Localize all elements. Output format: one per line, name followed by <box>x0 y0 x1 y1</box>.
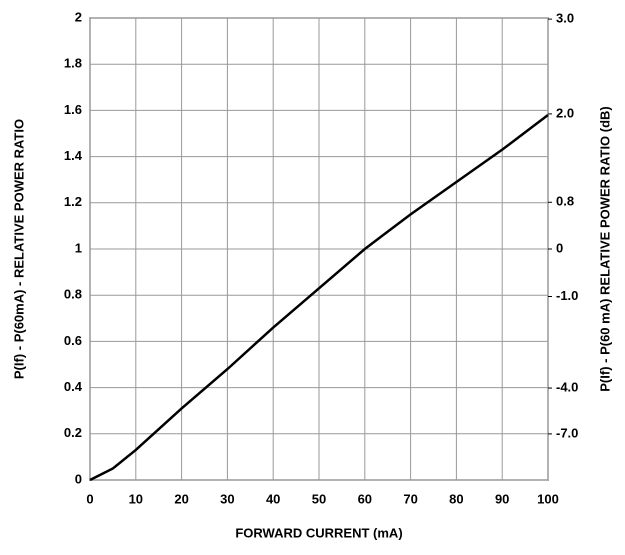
y-tick-label: 0.4 <box>64 379 83 394</box>
x-tick-label: 40 <box>266 491 280 506</box>
y2-axis-label: P(If) - P(60 mA) RELATIVE POWER RATIO (d… <box>597 106 612 392</box>
y-tick-label: 0.2 <box>64 425 82 440</box>
y2-tick-label: 0 <box>556 240 563 255</box>
y2-tick-label: 2.0 <box>556 105 574 120</box>
x-tick-label: 10 <box>129 491 143 506</box>
x-tick-label: 80 <box>449 491 463 506</box>
y-tick-label: 1.8 <box>64 56 82 71</box>
x-tick-label: 30 <box>220 491 234 506</box>
x-tick-label: 100 <box>537 491 559 506</box>
y-tick-label: 1.4 <box>64 148 83 163</box>
y-tick-label: 0.8 <box>64 287 82 302</box>
x-tick-label: 60 <box>358 491 372 506</box>
x-tick-label: 50 <box>312 491 326 506</box>
y2-tick-label: -4.0 <box>556 379 578 394</box>
x-tick-label: 20 <box>174 491 188 506</box>
y2-tick-label: -7.0 <box>556 425 578 440</box>
y-tick-label: 0.6 <box>64 333 82 348</box>
x-tick-label: 0 <box>86 491 93 506</box>
y2-tick-label: 3.0 <box>556 11 574 26</box>
x-tick-label: 90 <box>495 491 509 506</box>
x-axis-label: FORWARD CURRENT (mA) <box>235 525 402 540</box>
y-axis-label: P(If) - P(60mA) - RELATIVE POWER RATIO <box>11 119 26 379</box>
y2-tick-label: 0.8 <box>556 194 574 209</box>
y-tick-label: 0 <box>75 471 82 486</box>
data-line <box>89 114 549 482</box>
y-tick-label: 2 <box>75 9 82 24</box>
y2-tick-label: -1.0 <box>556 288 578 303</box>
y-tick-label: 1.6 <box>64 102 82 117</box>
y-tick-label: 1 <box>75 240 82 255</box>
x-tick-label: 70 <box>403 491 417 506</box>
y-tick-label: 1.2 <box>64 194 82 209</box>
